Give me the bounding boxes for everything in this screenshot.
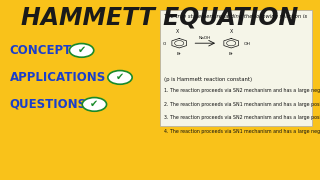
Text: Br: Br [177, 52, 181, 56]
Text: The true statement regarding the following reaction is: The true statement regarding the followi… [164, 14, 307, 19]
Text: QUESTIONS: QUESTIONS [10, 98, 87, 111]
Text: 1. The reaction proceeds via SN2 mechanism and has a large negative p value.: 1. The reaction proceeds via SN2 mechani… [164, 88, 320, 93]
Text: OH: OH [244, 42, 251, 46]
Circle shape [69, 44, 94, 57]
Text: X: X [229, 29, 233, 34]
FancyBboxPatch shape [160, 10, 312, 126]
Text: 4. The reaction proceeds via SN1 mechanism and has a large negative p value.: 4. The reaction proceeds via SN1 mechani… [164, 129, 320, 134]
Text: NaOH: NaOH [199, 36, 211, 40]
Text: CONCEPT: CONCEPT [10, 44, 72, 57]
Circle shape [108, 71, 132, 84]
Text: APPLICATIONS: APPLICATIONS [10, 71, 106, 84]
Text: ✔: ✔ [77, 45, 86, 55]
Text: Br: Br [229, 52, 234, 56]
Text: HAMMETT EQUATION: HAMMETT EQUATION [21, 5, 299, 29]
Circle shape [82, 98, 107, 111]
Text: ✔: ✔ [90, 99, 99, 109]
Text: Cl: Cl [163, 42, 167, 46]
Text: 2. The reaction proceeds via SN1 mechanism and has a large positive p value.: 2. The reaction proceeds via SN1 mechani… [164, 102, 320, 107]
Text: 3. The reaction proceeds via SN2 mechanism and has a large positive p value.: 3. The reaction proceeds via SN2 mechani… [164, 115, 320, 120]
Text: (p is Hammett reaction constant): (p is Hammett reaction constant) [164, 77, 252, 82]
Text: X: X [176, 29, 179, 34]
Text: ✔: ✔ [116, 72, 124, 82]
